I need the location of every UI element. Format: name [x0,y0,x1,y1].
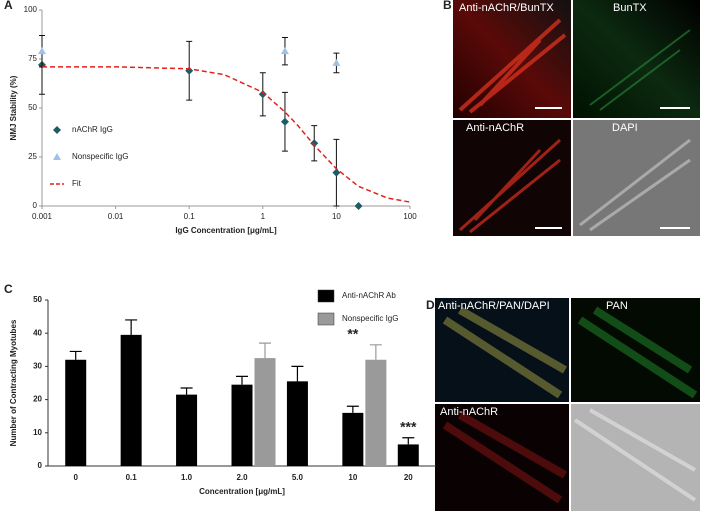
panel-label: A [4,0,13,12]
y-tick-label: 0 [38,461,43,470]
legend-label: Nonspecific IgG [72,152,128,161]
image-caption: PAN [606,300,628,312]
decoration [579,138,691,232]
bar [231,384,253,466]
error-bar [69,350,82,360]
scale-bars [535,107,690,229]
y-tick-label: 50 [33,295,42,304]
decoration [589,29,691,111]
legend-label: Anti-nAChR Ab [342,291,396,300]
y-tick-label: 10 [33,428,42,437]
legend-marker [53,153,61,160]
micrograph [573,120,700,236]
point [332,168,341,177]
point [258,90,267,99]
point [280,47,289,55]
error-bar [259,342,271,359]
legend-marker [53,126,61,134]
decoration [442,411,567,504]
bar [120,334,142,466]
decoration [577,306,698,399]
image-caption: Anti-nAChR/PAN/DAPI [438,300,550,312]
x-tick-label: 5.0 [292,473,304,482]
bar [365,359,387,466]
x-tick-label: 20 [404,473,413,482]
image-caption: BunTX [613,2,647,14]
x-axis-label: IgG Concentration [μg/mL] [175,226,277,235]
x-tick-label: 0.001 [32,212,53,221]
x-tick-label: 100 [403,212,417,221]
point [185,66,194,75]
error-bar [402,437,415,445]
annotation: *** [400,418,417,434]
image-caption: Anti-nAChR/BunTX [459,2,554,14]
y-tick-label: 40 [33,328,42,337]
micrograph [571,404,700,511]
y-tick-label: 25 [28,152,37,161]
y-tick-label: 50 [28,103,37,112]
legend-swatch [317,312,335,326]
x-tick-label: 0.1 [184,212,196,221]
x-tick-label: 1.0 [181,473,193,482]
point [310,139,319,148]
y-tick-label: 30 [33,362,42,371]
bar [397,444,419,466]
x-tick-label: 2.0 [236,473,248,482]
panel-label: D [426,298,435,312]
legend-label: Fit [72,179,82,188]
point [332,58,341,66]
image-caption: Anti-nAChR [466,122,524,134]
x-tick-label: 0.1 [126,473,138,482]
bar [342,412,364,466]
error-bar [346,405,359,413]
legend-label: nAChR IgG [72,125,113,134]
error-bar [180,387,193,395]
x-tick-label: 1 [261,212,266,221]
error-bar [369,344,382,360]
image-grid-b [453,0,700,236]
x-tick-label: 10 [332,212,341,221]
x-tick-label: 10 [348,473,357,482]
y-tick-label: 0 [33,201,38,210]
y-axis-label: Number of Contracting Myotubes [9,319,18,446]
bar [254,358,276,466]
point [280,117,289,126]
decoration [458,138,562,234]
bar [286,381,308,466]
x-tick-label: 0.01 [108,212,124,221]
y-tick-label: 100 [24,5,38,14]
x-axis-label: Concentration [μg/mL] [199,487,285,496]
point [354,202,363,210]
image-caption: Anti-nAChR [440,406,498,418]
fit-line [42,66,411,203]
legend-swatch [317,289,335,303]
decoration [573,408,697,502]
y-axis-label: NMJ Stability (%) [9,75,18,140]
point [38,47,46,55]
bar [65,359,87,466]
image-caption: DAPI [612,122,638,134]
panel-label: B [443,0,452,12]
bar [176,394,198,466]
y-tick-label: 20 [33,395,42,404]
legend-label: Nonspecific IgG [342,314,398,323]
annotation: ** [347,326,358,342]
error-bar [236,375,248,385]
y-tick-label: 75 [28,54,37,63]
decoration [458,18,567,114]
error-bar [125,319,138,335]
panel-label: C [4,282,13,296]
x-tick-label: 0 [73,473,78,482]
error-bar [291,365,304,382]
image-grid-d [435,298,700,511]
decoration [442,306,567,399]
micrograph [573,0,700,118]
